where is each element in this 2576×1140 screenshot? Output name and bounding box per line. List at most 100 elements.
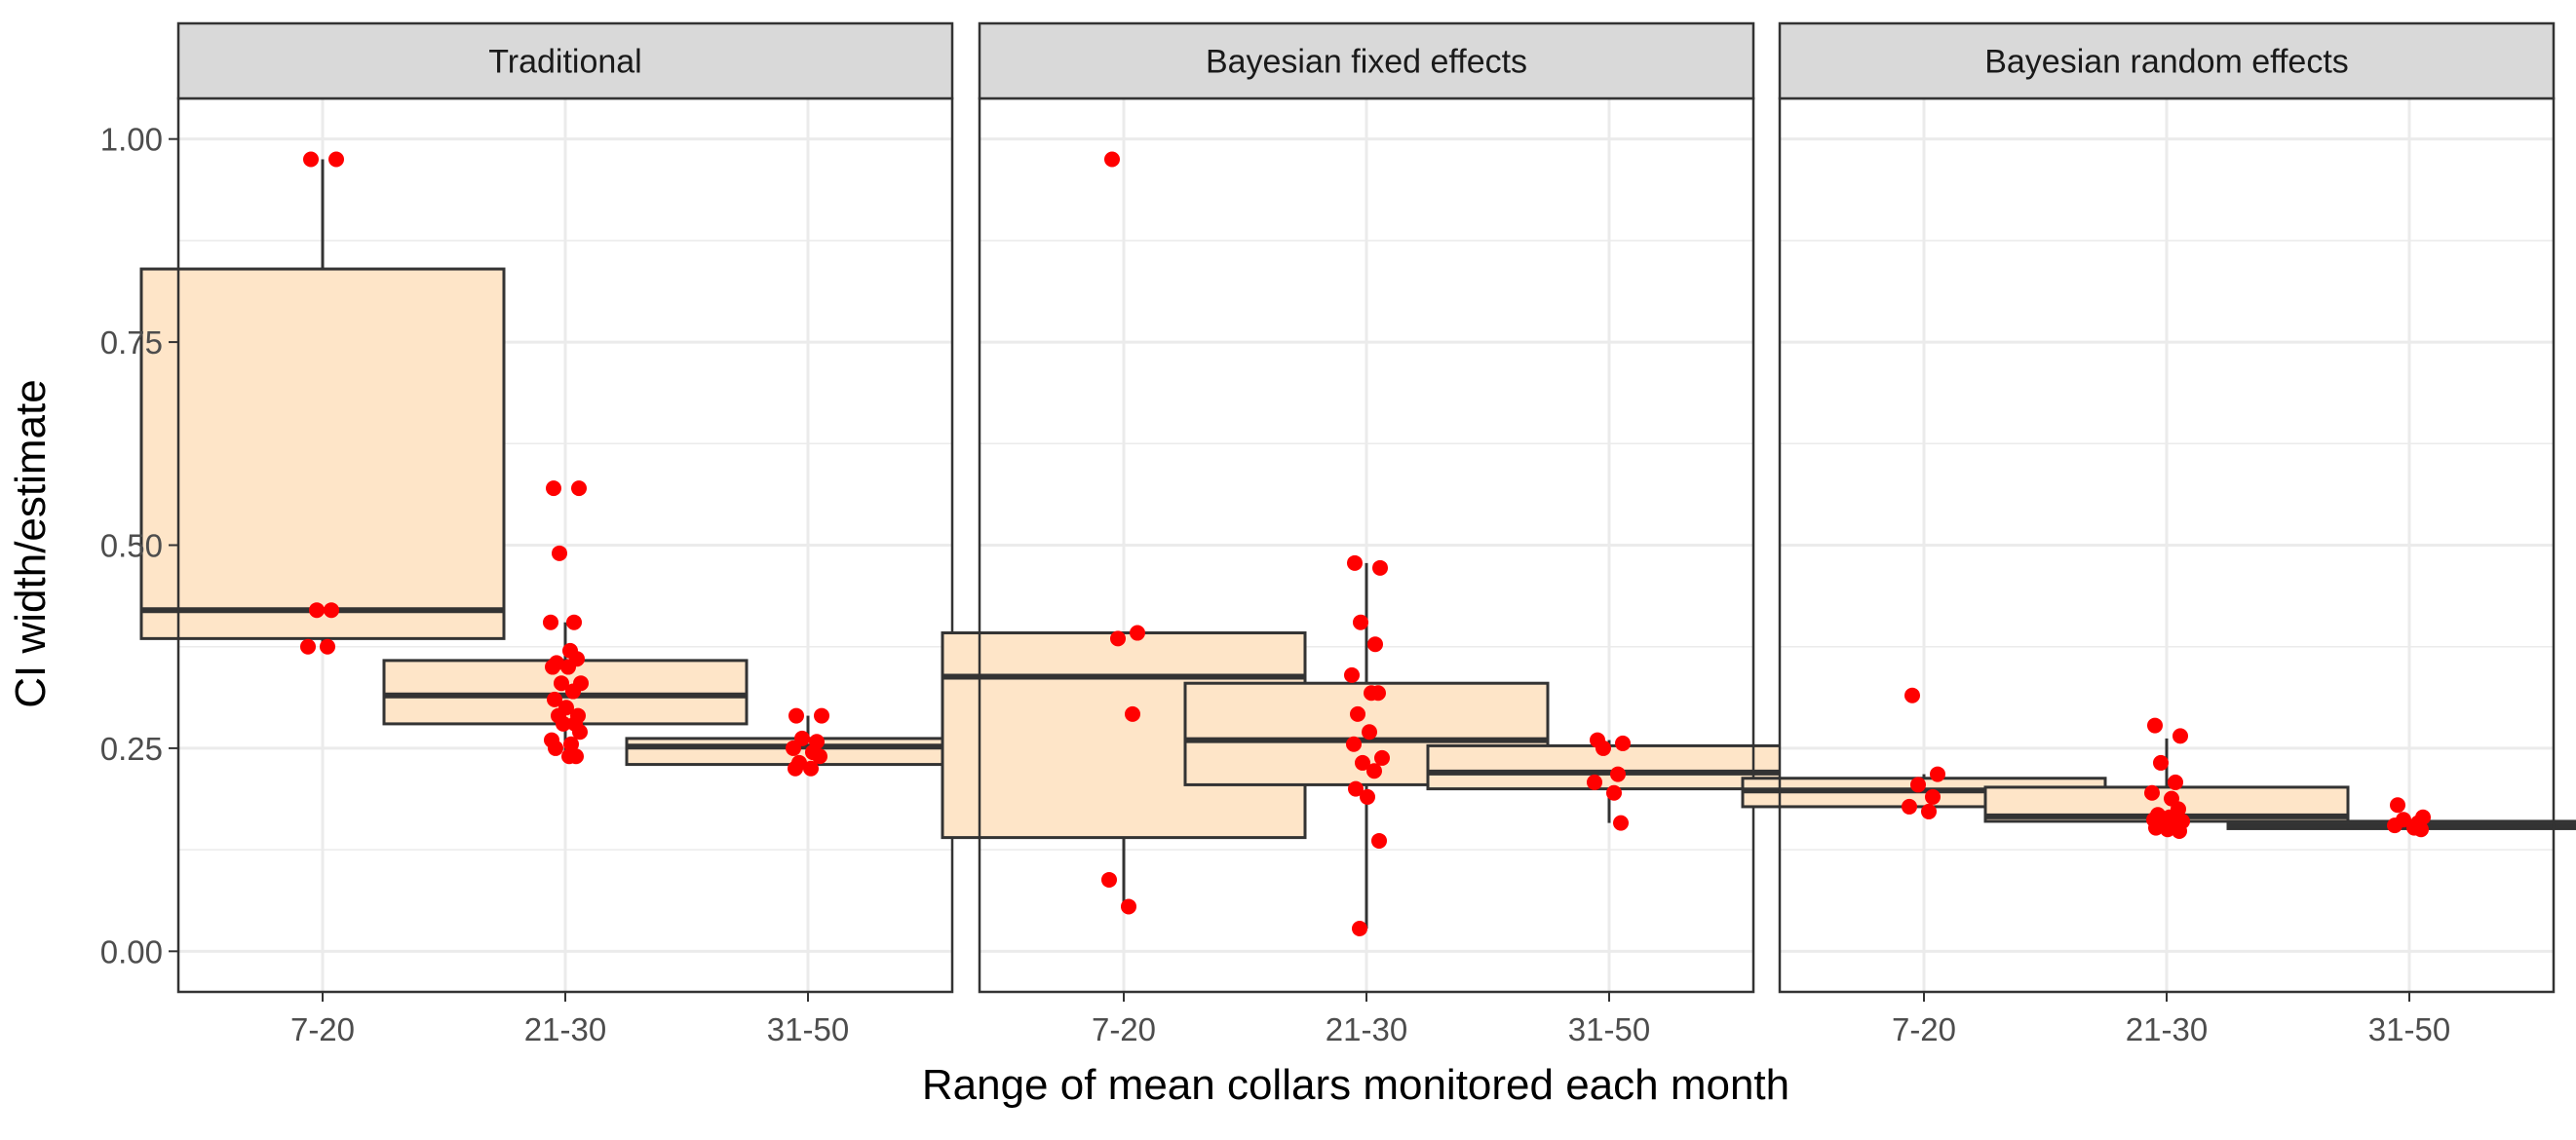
data-point — [1104, 151, 1120, 168]
data-point — [2390, 797, 2405, 814]
data-point — [560, 659, 576, 675]
data-point — [1374, 749, 1390, 766]
data-point — [1362, 724, 1377, 741]
data-point — [814, 707, 829, 724]
data-point — [1125, 705, 1140, 722]
data-point — [1352, 920, 1367, 936]
facet-panel: Bayesian fixed effects 7-20 21-30 31-50 — [941, 21, 1792, 1047]
data-point — [1366, 763, 1382, 779]
x-tick-label: 31-50 — [767, 1011, 849, 1047]
data-point — [563, 736, 579, 752]
data-point — [1606, 784, 1622, 801]
data-point — [803, 760, 819, 777]
data-point — [1904, 687, 1920, 703]
data-point — [2148, 819, 2164, 836]
data-point — [328, 151, 344, 168]
data-point — [1353, 614, 1368, 630]
data-point — [1347, 554, 1363, 571]
y-tick-label: 1.00 — [100, 122, 163, 158]
data-point — [2147, 717, 2163, 734]
data-point — [1367, 636, 1383, 653]
data-point — [1910, 777, 1926, 793]
data-point — [1344, 666, 1360, 683]
x-axis-title: Range of mean collars monitored each mon… — [922, 1061, 1789, 1109]
data-point — [1925, 788, 1941, 805]
data-point — [324, 602, 339, 619]
data-point — [1921, 803, 1937, 819]
data-point — [1596, 740, 1611, 756]
data-point — [2144, 784, 2160, 801]
data-point — [546, 480, 561, 497]
data-point — [1370, 685, 1386, 702]
x-tick-label: 21-30 — [1326, 1011, 1407, 1047]
y-tick-label: 0.75 — [100, 324, 163, 361]
data-point — [300, 638, 316, 655]
data-point — [545, 659, 560, 675]
facet-panel: Bayesian random effects 7-20 21-30 31-50 — [1741, 21, 2576, 1047]
data-point — [568, 748, 584, 765]
data-point — [1350, 705, 1365, 722]
data-point — [1121, 898, 1136, 915]
x-tick-label: 21-30 — [2126, 1011, 2208, 1047]
y-tick-label: 0.00 — [100, 933, 163, 969]
x-tick-label: 7-20 — [1092, 1011, 1156, 1047]
data-point — [556, 715, 571, 732]
y-axis-title: CI width/estimate — [7, 379, 55, 707]
data-point — [812, 748, 827, 765]
data-point — [2413, 821, 2429, 838]
data-point — [1930, 766, 1945, 782]
facet-strip-title: Bayesian random effects — [1984, 44, 2349, 81]
data-point — [788, 760, 803, 777]
data-point — [548, 740, 563, 756]
data-point — [1372, 559, 1388, 576]
facet-strip — [978, 21, 1755, 100]
data-point — [1355, 754, 1370, 771]
facet-strip — [1778, 21, 2556, 100]
data-point — [2168, 774, 2183, 790]
data-point — [572, 724, 588, 741]
data-point — [1101, 871, 1117, 888]
data-point — [1615, 735, 1631, 751]
data-point — [2387, 817, 2403, 834]
data-point — [1587, 774, 1602, 790]
data-point — [543, 614, 558, 630]
x-tick-label: 21-30 — [524, 1011, 606, 1047]
box-iqr — [139, 267, 506, 640]
data-point — [2153, 754, 2169, 771]
data-point — [1371, 832, 1387, 849]
data-point — [1348, 780, 1364, 797]
data-point — [1110, 630, 1126, 647]
data-point — [2172, 728, 2188, 744]
y-tick-label: 0.25 — [100, 731, 163, 767]
facet-strip — [176, 21, 954, 100]
facet-strip-title: Traditional — [488, 44, 641, 81]
data-point — [554, 675, 569, 692]
data-point — [1346, 736, 1362, 752]
y-axis: 0.00 0.25 0.50 0.75 1.00 — [100, 122, 178, 969]
data-point — [2172, 822, 2187, 839]
data-point — [303, 151, 319, 168]
data-point — [2160, 821, 2175, 838]
data-point — [1902, 798, 1917, 815]
facet-strip-title: Bayesian fixed effects — [1206, 44, 1527, 81]
data-point — [547, 691, 562, 707]
data-point — [566, 614, 582, 630]
data-point — [552, 545, 567, 561]
data-point — [1360, 788, 1375, 805]
data-point — [1610, 766, 1626, 782]
data-point — [571, 480, 587, 497]
data-point — [786, 740, 801, 756]
data-point — [320, 638, 335, 655]
x-tick-label: 7-20 — [290, 1011, 355, 1047]
x-tick-label: 31-50 — [1568, 1011, 1650, 1047]
facet-panel: Traditional 7-20 21-30 31-50 — [139, 21, 991, 1047]
data-point — [565, 683, 581, 700]
y-tick-label: 0.50 — [100, 528, 163, 564]
data-point — [1130, 625, 1145, 641]
x-tick-label: 7-20 — [1892, 1011, 1956, 1047]
x-tick-label: 31-50 — [2368, 1011, 2450, 1047]
data-point — [1613, 815, 1629, 831]
